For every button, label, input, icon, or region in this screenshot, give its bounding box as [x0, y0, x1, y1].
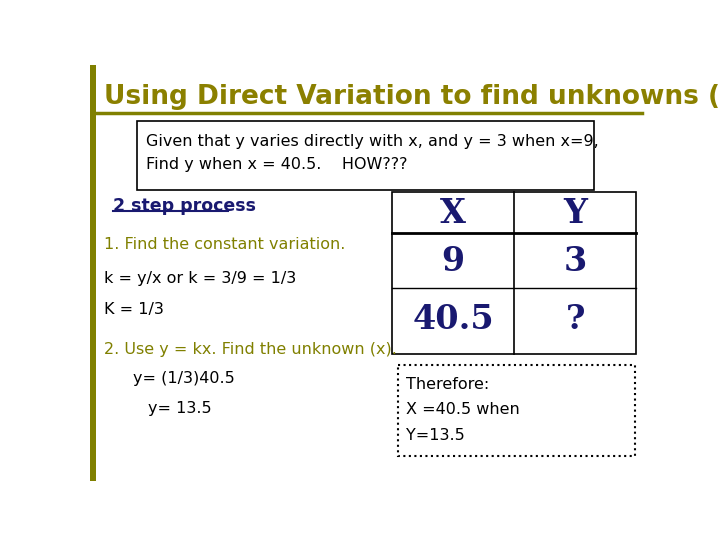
Text: 2 step process: 2 step process: [113, 197, 256, 215]
Text: X =40.5 when: X =40.5 when: [406, 402, 520, 417]
Text: 3: 3: [564, 245, 587, 278]
Text: Find y when x = 40.5.    HOW???: Find y when x = 40.5. HOW???: [145, 157, 408, 172]
Text: X: X: [441, 197, 467, 230]
Text: ?: ?: [566, 303, 585, 336]
Text: k = y/x or k = 3/9 = 1/3: k = y/x or k = 3/9 = 1/3: [104, 272, 296, 286]
Text: K = 1/3: K = 1/3: [104, 302, 164, 317]
Text: Y: Y: [563, 197, 588, 230]
Text: 40.5: 40.5: [413, 303, 494, 336]
Text: Given that y varies directly with x, and y = 3 when x=9,: Given that y varies directly with x, and…: [145, 134, 598, 149]
Text: Y=13.5: Y=13.5: [406, 428, 465, 443]
Text: y= 13.5: y= 13.5: [148, 402, 212, 416]
Text: y= (1/3)40.5: y= (1/3)40.5: [132, 372, 235, 387]
Text: Therefore:: Therefore:: [406, 377, 490, 392]
Bar: [392, 192, 636, 354]
Bar: [398, 365, 635, 456]
Bar: [90, 65, 96, 481]
Text: Using Direct Variation to find unknowns (y = kx): Using Direct Variation to find unknowns …: [104, 84, 720, 110]
Bar: [137, 121, 594, 190]
Text: 1. Find the constant variation.: 1. Find the constant variation.: [104, 237, 346, 252]
Text: 2. Use y = kx. Find the unknown (x).: 2. Use y = kx. Find the unknown (x).: [104, 342, 397, 357]
Text: 9: 9: [441, 245, 465, 278]
